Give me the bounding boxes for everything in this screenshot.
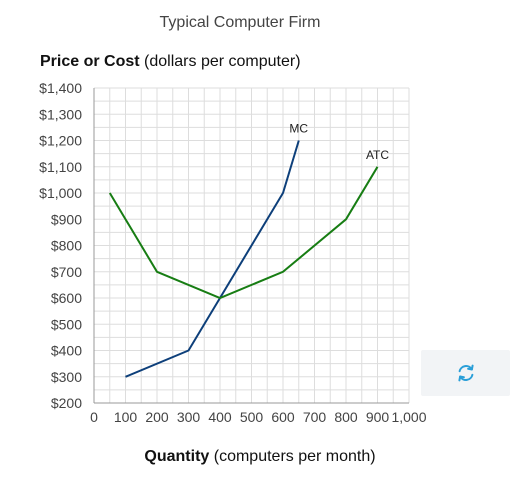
x-tick-label: 600 xyxy=(271,409,295,425)
x-axis-title-bold: Quantity xyxy=(144,448,210,465)
x-axis-title-normal: (computers per month) xyxy=(209,448,376,465)
x-tick-label: 500 xyxy=(240,409,264,425)
series-line-atc xyxy=(108,166,379,300)
y-tick-label: $200 xyxy=(51,395,82,411)
x-tick-label: 0 xyxy=(90,409,98,425)
y-tick-label: $1,400 xyxy=(39,80,82,96)
x-tick-label: 400 xyxy=(208,409,232,425)
x-tick-label: 700 xyxy=(303,409,327,425)
x-tick-label: 100 xyxy=(114,409,138,425)
y-tick-label: $1,200 xyxy=(39,133,82,149)
y-tick-label: $900 xyxy=(51,211,82,227)
series-label-mc: MC xyxy=(289,122,308,136)
y-tick-label: $600 xyxy=(51,290,82,306)
y-tick-label: $800 xyxy=(51,238,82,254)
y-tick-label: $300 xyxy=(51,369,82,385)
y-tick-label: $400 xyxy=(51,343,82,359)
chart-title: Typical Computer Firm xyxy=(159,14,321,31)
x-axis-title: Quantity (computers per month) xyxy=(0,448,510,466)
tick-labels: $200 $300 $400 $500 $600 $700 $800 $900 $1,000 $1… xyxy=(39,80,427,425)
series-line-mc xyxy=(125,140,300,378)
y-tick-label: $700 xyxy=(51,264,82,280)
x-tick-label: 200 xyxy=(145,409,169,425)
series-label-atc: ATC xyxy=(366,148,389,162)
series-labels: MC ATC xyxy=(289,122,389,162)
x-tick-label: 1,000 xyxy=(391,409,426,425)
y-axis-title: Price or Cost (dollars per computer) xyxy=(40,53,301,71)
series-lines xyxy=(108,140,379,378)
x-tick-label: 900 xyxy=(366,409,390,425)
refresh-icon xyxy=(457,364,474,382)
reset-button[interactable] xyxy=(421,350,510,396)
y-tick-label: $1,100 xyxy=(39,159,82,175)
x-tick-label: 800 xyxy=(334,409,358,425)
y-tick-label: $1,000 xyxy=(39,185,82,201)
y-tick-label: $1,300 xyxy=(39,106,82,122)
y-tick-label: $500 xyxy=(51,316,82,332)
x-tick-label: 300 xyxy=(177,409,201,425)
y-axis-title-bold: Price or Cost xyxy=(40,53,140,70)
y-axis-title-normal: (dollars per computer) xyxy=(139,53,301,70)
